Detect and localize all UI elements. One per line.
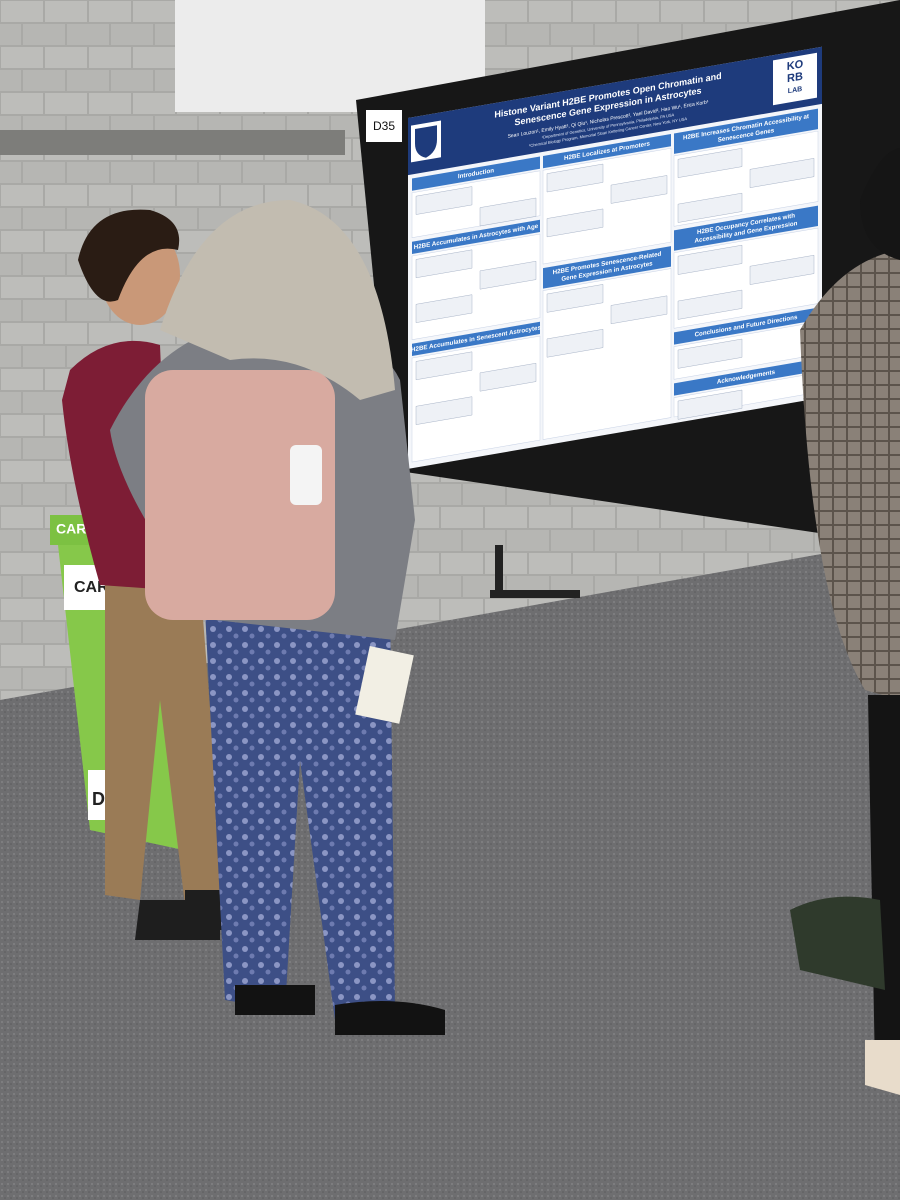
figure-panel bbox=[546, 284, 604, 313]
shield-mark bbox=[415, 125, 437, 158]
section-header bbox=[412, 321, 540, 356]
poster-header bbox=[408, 46, 822, 176]
figure-panel bbox=[610, 175, 668, 204]
figure-panel bbox=[677, 192, 743, 223]
figure-panel bbox=[677, 338, 743, 369]
right-person-shoe bbox=[865, 1040, 900, 1095]
water-bottle bbox=[290, 445, 322, 505]
right-person-hair bbox=[860, 148, 900, 260]
woman-shoes bbox=[235, 985, 445, 1035]
section-header bbox=[543, 246, 671, 289]
man-hair bbox=[78, 209, 180, 302]
figure-panel bbox=[677, 289, 743, 320]
figure-panel bbox=[546, 163, 604, 193]
section-header bbox=[674, 307, 818, 345]
figure-panel bbox=[546, 208, 604, 238]
section-header bbox=[674, 108, 818, 154]
figure-panel bbox=[415, 351, 473, 381]
board-leg bbox=[495, 545, 503, 595]
section-header bbox=[412, 219, 540, 254]
figure-panel bbox=[677, 389, 743, 420]
woman-hair bbox=[160, 200, 395, 400]
poster: Histone Variant H2BE Promotes Open Chrom… bbox=[408, 46, 822, 469]
lab-logo bbox=[773, 52, 817, 106]
section-header bbox=[674, 358, 818, 396]
figure-panel bbox=[749, 158, 815, 188]
figure-panel bbox=[415, 186, 473, 215]
man-trousers bbox=[105, 580, 225, 905]
section-header bbox=[674, 205, 818, 251]
figure-panel bbox=[479, 197, 537, 227]
booth-tag bbox=[366, 110, 402, 142]
figure-panel bbox=[415, 249, 473, 279]
notebook bbox=[355, 645, 414, 724]
lab-logo-text: LAB bbox=[788, 85, 802, 95]
figure-panel bbox=[749, 254, 815, 285]
woman-trousers bbox=[205, 600, 395, 1020]
figure-panel bbox=[415, 294, 473, 323]
booth-label: D35 bbox=[373, 119, 395, 133]
lab-logo-text: KO bbox=[787, 58, 804, 73]
lab-logo-text: RB bbox=[787, 71, 803, 86]
figure-panel bbox=[415, 396, 473, 425]
backpack bbox=[145, 370, 335, 620]
figure-panel bbox=[546, 329, 604, 358]
plaid-coat bbox=[800, 250, 900, 700]
figure-panel bbox=[677, 244, 743, 275]
section-header bbox=[543, 133, 671, 169]
figure-panel bbox=[479, 362, 537, 392]
wall-ledge bbox=[0, 130, 345, 155]
figure-panel bbox=[677, 148, 743, 178]
section-header bbox=[412, 156, 540, 191]
board-foot bbox=[490, 590, 580, 598]
section-body bbox=[411, 335, 541, 463]
figure-panel bbox=[610, 295, 668, 325]
figure-panel bbox=[479, 260, 537, 290]
floor-bag bbox=[790, 896, 885, 990]
